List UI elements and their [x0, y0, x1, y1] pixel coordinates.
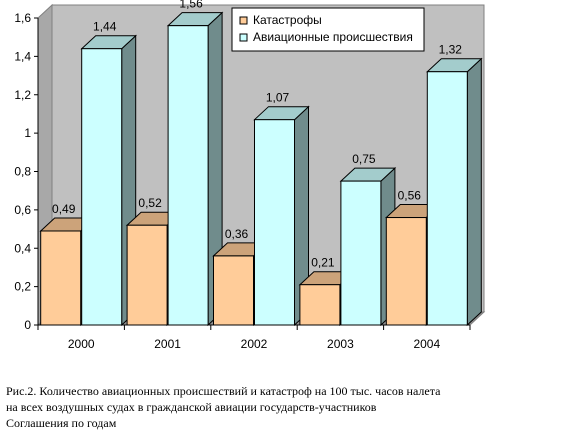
data-label: 0,49 — [52, 202, 76, 216]
figure-caption: Рис.2. Количество авиационных происшеств… — [6, 383, 562, 431]
bar — [213, 255, 254, 326]
y-tick-label: 0 — [24, 318, 31, 332]
bar — [167, 25, 209, 326]
y-tick-label: 1,6 — [14, 11, 31, 25]
caption-line: на всех воздушных судах в гражданской ав… — [6, 400, 377, 414]
caption-line: Рис.2. Количество авиационных происшеств… — [6, 384, 441, 398]
y-tick-label: 0,8 — [14, 165, 31, 179]
bar — [426, 71, 468, 326]
legend-label: Катастрофы — [253, 13, 322, 27]
data-label: 0,21 — [311, 256, 335, 270]
bar — [126, 224, 168, 326]
bar — [340, 180, 382, 326]
data-label: 1,56 — [179, 0, 203, 11]
data-label: 0,56 — [398, 189, 422, 203]
bar — [40, 230, 82, 326]
x-tick-label: 2001 — [154, 337, 181, 351]
data-label: 1,32 — [439, 43, 463, 57]
data-label: 1,07 — [266, 91, 290, 105]
data-label: 0,52 — [138, 196, 162, 210]
legend-label: Авиационные происшествия — [253, 30, 413, 44]
legend-swatch — [239, 33, 248, 42]
bar — [385, 217, 427, 326]
bar — [81, 48, 123, 326]
chart-svg: 0 0,2 0,4 0,6 0,8 1 1,2 1,4 1,6 2000 2001 2002 2003 2… — [14, 0, 486, 351]
y-tick-label: 1 — [24, 126, 31, 140]
legend-swatch — [239, 16, 248, 25]
data-label: 0,75 — [352, 152, 376, 166]
caption-line: Соглашения по годам — [6, 416, 117, 430]
bar — [254, 119, 295, 326]
y-tick-label: 0,6 — [14, 203, 31, 217]
x-tick-label: 2002 — [241, 337, 268, 351]
chart: 0 0,2 0,4 0,6 0,8 1 1,2 1,4 1,6 2000 2001 2002 2003 2… — [14, 0, 486, 351]
y-tick-label: 0,4 — [14, 241, 31, 255]
legend-box — [231, 7, 425, 52]
data-label: 0,36 — [225, 227, 249, 241]
bar — [299, 284, 341, 326]
x-tick-label: 2003 — [327, 337, 354, 351]
x-tick-label: 2004 — [413, 337, 440, 351]
y-tick-label: 0,2 — [14, 280, 31, 294]
y-tick-label: 1,2 — [14, 88, 31, 102]
y-tick-label: 1,4 — [14, 49, 31, 63]
data-label: 1,44 — [93, 20, 117, 34]
bar-side — [466, 57, 482, 327]
x-tick-label: 2000 — [68, 337, 95, 351]
